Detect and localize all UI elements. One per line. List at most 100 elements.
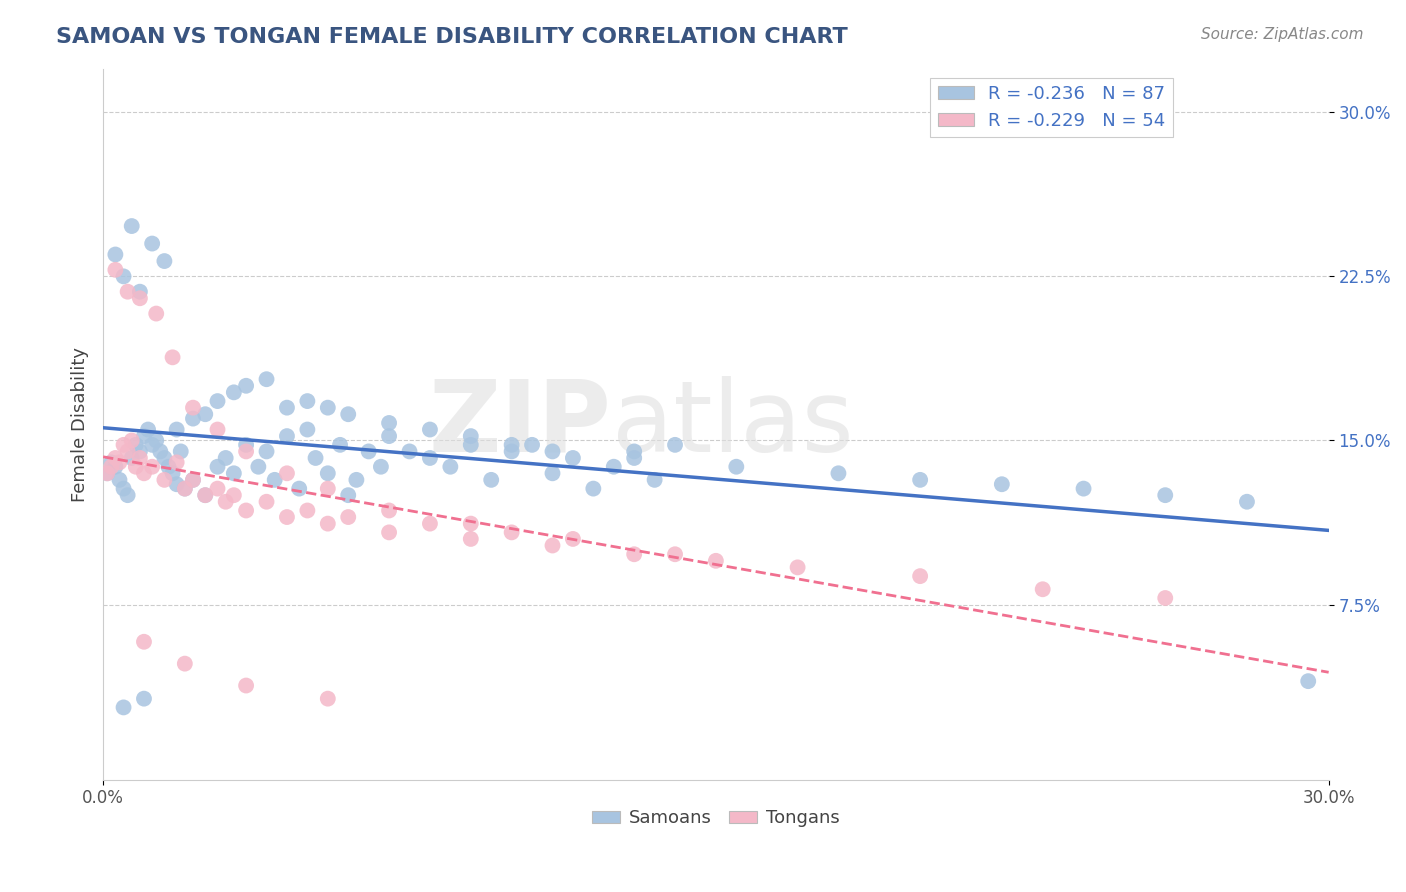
Point [1032,582,1054,597]
Point [194,407,217,421]
Point [520,438,543,452]
Point [112,269,135,284]
Point [316,691,339,706]
Point [128,450,150,465]
Point [117,488,139,502]
Point [132,634,155,648]
Point [541,539,564,553]
Point [991,477,1014,491]
Point [276,467,298,481]
Point [316,467,339,481]
Text: atlas: atlas [612,376,853,473]
Point [108,455,131,469]
Point [337,488,360,502]
Point [104,247,127,261]
Point [1073,482,1095,496]
Point [704,554,727,568]
Point [112,700,135,714]
Point [623,450,645,465]
Point [128,291,150,305]
Point [344,473,367,487]
Point [141,438,163,452]
Text: Source: ZipAtlas.com: Source: ZipAtlas.com [1201,27,1364,42]
Point [664,438,686,452]
Point [357,444,380,458]
Text: SAMOAN VS TONGAN FEMALE DISABILITY CORRELATION CHART: SAMOAN VS TONGAN FEMALE DISABILITY CORRE… [56,27,848,46]
Point [304,450,326,465]
Point [460,532,482,546]
Point [419,423,441,437]
Point [276,401,298,415]
Point [378,416,401,430]
Point [104,450,127,465]
Point [316,482,339,496]
Point [1236,494,1258,508]
Point [479,473,502,487]
Point [132,467,155,481]
Point [603,459,626,474]
Point [117,285,139,299]
Point [104,262,127,277]
Point [561,450,583,465]
Point [149,444,172,458]
Point [173,482,195,496]
Point [725,459,748,474]
Point [644,473,666,487]
Point [162,351,184,365]
Point [222,385,245,400]
Point [112,438,135,452]
Point [378,503,401,517]
Point [235,679,257,693]
Point [215,494,238,508]
Point [207,394,229,409]
Point [157,459,180,474]
Point [316,401,339,415]
Point [153,254,176,268]
Point [460,516,482,531]
Point [222,488,245,502]
Point [104,459,127,474]
Point [541,444,564,458]
Point [100,459,122,474]
Y-axis label: Female Disability: Female Disability [72,347,89,501]
Point [316,516,339,531]
Point [96,467,118,481]
Point [170,444,193,458]
Point [827,467,849,481]
Point [582,482,605,496]
Point [460,438,482,452]
Point [132,429,155,443]
Point [501,444,523,458]
Point [145,434,167,448]
Point [623,444,645,458]
Point [541,467,564,481]
Point [121,450,143,465]
Point [256,444,278,458]
Point [276,429,298,443]
Point [370,459,392,474]
Point [181,411,204,425]
Point [378,429,401,443]
Point [121,219,143,233]
Point [337,407,360,421]
Point [623,547,645,561]
Point [337,510,360,524]
Point [235,438,257,452]
Point [136,423,159,437]
Point [173,482,195,496]
Point [207,423,229,437]
Point [419,516,441,531]
Point [100,455,122,469]
Point [181,473,204,487]
Legend: Samoans, Tongans: Samoans, Tongans [585,802,846,835]
Point [297,503,319,517]
Point [378,525,401,540]
Point [181,473,204,487]
Point [256,494,278,508]
Point [297,423,319,437]
Point [166,477,188,491]
Point [132,691,155,706]
Point [181,401,204,415]
Point [222,467,245,481]
Point [288,482,311,496]
